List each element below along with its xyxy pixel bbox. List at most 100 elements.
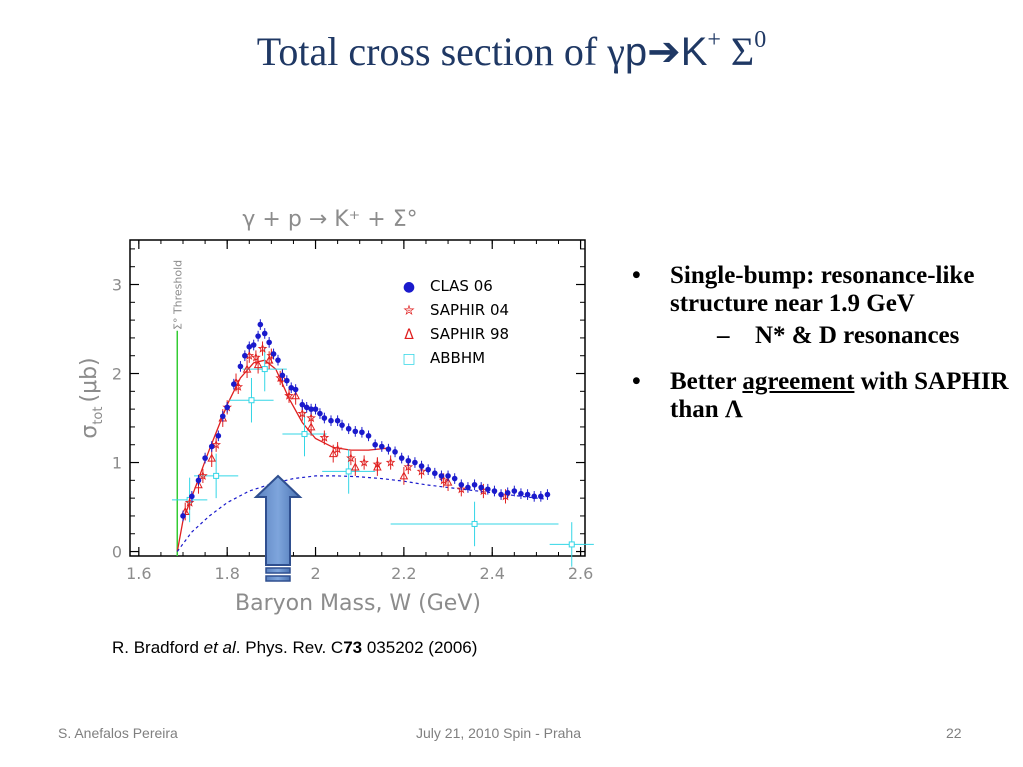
y-label-subscript: tot [91,407,106,425]
legend-label: SAPHIR 04 [430,301,509,319]
threshold-label: Σ° Threshold [171,260,184,330]
saphir04-point [416,466,427,476]
title-prefix: Total cross section of [256,29,608,74]
abbhm-point [261,366,268,373]
abbhm-point [248,397,255,404]
abbhm-point [345,468,352,475]
data-points [171,319,594,567]
saphir04-point [284,390,294,400]
footer-author: S. Anefalos Pereira [58,725,178,741]
clas06-point [498,491,504,498]
clas06-point [418,463,425,469]
y-tick-label: 0 [112,543,122,562]
clas06-point [518,490,524,497]
clas06-point [425,466,431,473]
bullet-text: Single-bump: resonance-like structure ne… [670,262,975,317]
x-axis: 1.6 1.8 2 2.2 2.4 2.6 [126,240,593,583]
clas06-point [266,339,272,346]
clas06-point [478,484,484,491]
threshold-marker: Σ° Threshold [171,260,184,556]
title-sigma-charge: 0 [754,27,767,53]
clas06-point [398,455,405,461]
clas06-point [359,429,365,436]
chart-legend: ● CLAS 06 ✮ SAPHIR 04 Δ SAPHIR 98 □ ABBHM [402,277,509,367]
saphir04-point [359,457,369,467]
title-kaon: K [680,30,708,74]
legend-marker: ✮ [403,303,415,319]
clas06-point [250,342,257,348]
clas06-point [352,428,359,435]
bullet-list: • Single-bump: resonance-like structure … [630,262,1015,442]
saphir98-point [242,364,252,373]
bullet-icon: • [632,368,641,395]
clas06-point [465,484,471,491]
clas06-point [224,404,230,411]
saphir98-point [194,480,203,489]
clas06-point [312,406,319,412]
clas06-point [504,490,511,496]
clas06-point [432,470,438,477]
legend-label: CLAS 06 [430,277,493,295]
saphir98-point [443,477,453,486]
y-tick-label: 1 [112,454,122,473]
clas06-point [328,417,334,424]
saphir98-point [399,471,409,480]
svg-text:σtot(μb): σtot (μb) [77,357,106,438]
saphir98-point [328,449,338,458]
bullet-text-pre: Better [670,368,743,395]
y-tick-label: 2 [112,365,122,384]
y-tick-label: 3 [112,276,122,295]
clas06-point [231,381,237,388]
clas06-point [257,321,264,328]
saphir04-point [332,444,343,454]
clas06-point [180,513,186,519]
clas06-point [511,488,518,494]
bullet-single-bump: • Single-bump: resonance-like structure … [630,262,1015,350]
clas06-point [202,455,208,461]
chart-title: γ + p → K⁺ + Σ° [242,207,417,232]
clas06-point [195,477,202,484]
legend-marker: Δ [404,327,414,343]
clas06-point [303,404,310,411]
citation-etal: et al [203,638,236,657]
clas06-point [208,443,215,450]
saphir98-point [306,422,316,431]
bullet-text-post: with SAPHIR than Λ [670,368,1009,423]
clas06-point [531,493,537,500]
clas06-point [215,433,222,439]
x-axis-label: Baryon Mass, W (GeV) [235,591,481,616]
y-label-sigma: σ [77,425,102,439]
saphir04-point [198,470,208,481]
clas06-point [538,493,544,500]
saphir04-point [211,439,222,449]
legend-marker: □ [402,351,415,367]
title-sigma: Σ [720,29,755,74]
clas06-point [219,413,226,420]
clas06-point [334,417,341,424]
clas06-point [288,384,295,391]
clas06-point [345,425,352,432]
x-tick-label: 2.2 [391,564,416,583]
clas06-point [308,406,314,412]
peak-arrow-icon [253,474,303,582]
clas06-point [385,446,392,452]
saphir04-point [319,432,330,442]
x-tick-label: 2 [310,564,320,583]
clas06-point [372,441,378,448]
abbhm-point [471,520,478,527]
saphir04-point [372,459,383,469]
clas06-point [317,410,323,417]
clas06-point [275,357,281,363]
clas06-point [246,344,253,350]
title-arrow: ➔ [647,30,681,74]
clas06-point [378,443,385,450]
citation-volume: 73 [343,638,363,657]
saphir98-point [350,462,360,471]
saphir04-point [385,457,396,467]
background-curve [176,475,546,552]
clas06-point [279,372,286,379]
legend-label: SAPHIR 98 [430,325,509,343]
bullet-better-agreement: • Better agreement with SAPHIR than Λ [630,368,1015,424]
sub-bullet-text: N* & D resonances [755,322,960,349]
y-label-unit: (μb) [77,357,102,402]
